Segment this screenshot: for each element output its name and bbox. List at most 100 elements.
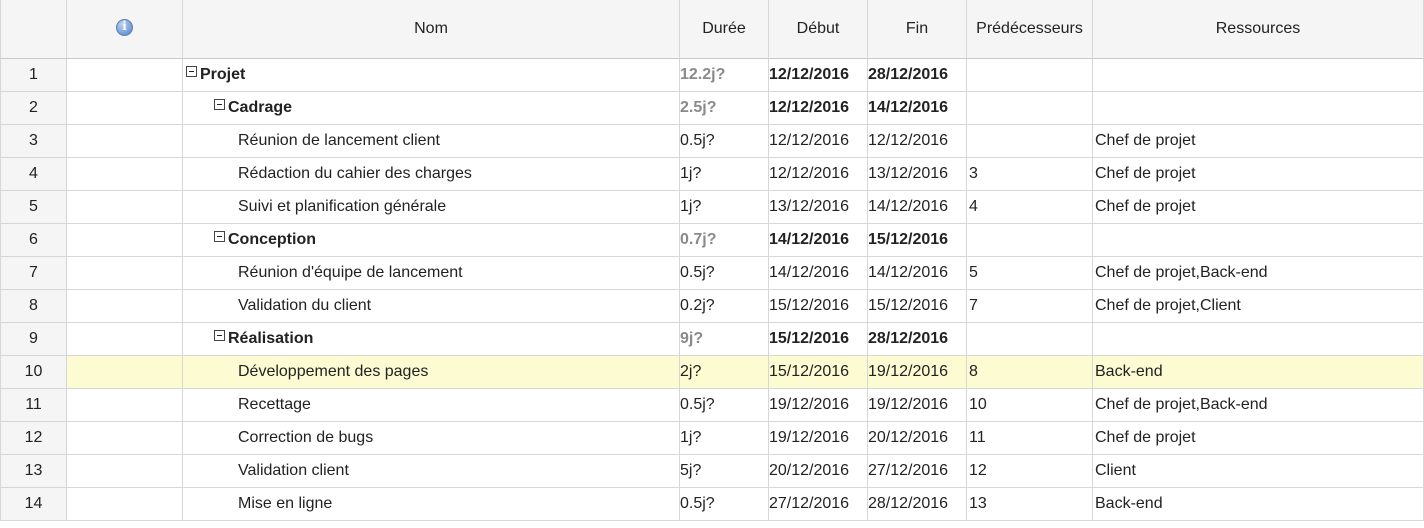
start-date-cell[interactable]: 19/12/2016 (769, 422, 868, 455)
resources-cell[interactable]: Client (1093, 455, 1424, 488)
duration-cell[interactable]: 1j? (680, 191, 769, 224)
table-row[interactable]: 3 Réunion de lancement client 0.5j? 12/12/2… (0, 125, 1424, 158)
row-number[interactable]: 9 (0, 323, 67, 356)
row-info-cell[interactable] (67, 59, 183, 92)
table-row[interactable]: 2 Cadrage 2.5j? 12/12/2016 14/12/2016 (0, 92, 1424, 125)
row-number[interactable]: 5 (0, 191, 67, 224)
resources-cell[interactable] (1093, 224, 1424, 257)
task-name-cell[interactable]: Mise en ligne (183, 488, 680, 521)
row-number[interactable]: 11 (0, 389, 67, 422)
predecessors-cell[interactable]: 3 (967, 158, 1093, 191)
collapse-toggle-icon[interactable] (214, 329, 225, 341)
end-date-cell[interactable]: 14/12/2016 (868, 92, 967, 125)
duration-cell[interactable]: 1j? (680, 158, 769, 191)
start-date-cell[interactable]: 15/12/2016 (769, 356, 868, 389)
header-row-number[interactable] (0, 0, 67, 59)
header-debut[interactable]: Début (769, 0, 868, 59)
duration-cell[interactable]: 9j? (680, 323, 769, 356)
row-info-cell[interactable] (67, 389, 183, 422)
table-row[interactable]: 8 Validation du client 0.2j? 15/12/2016 15/1… (0, 290, 1424, 323)
task-name-cell[interactable]: Rédaction du cahier des charges (183, 158, 680, 191)
row-info-cell[interactable] (67, 158, 183, 191)
resources-cell[interactable]: Back-end (1093, 488, 1424, 521)
end-date-cell[interactable]: 27/12/2016 (868, 455, 967, 488)
task-name-cell[interactable]: Recettage (183, 389, 680, 422)
end-date-cell[interactable]: 19/12/2016 (868, 356, 967, 389)
predecessors-cell[interactable]: 7 (967, 290, 1093, 323)
duration-cell[interactable]: 0.5j? (680, 389, 769, 422)
predecessors-cell[interactable] (967, 224, 1093, 257)
end-date-cell[interactable]: 14/12/2016 (868, 257, 967, 290)
row-info-cell[interactable] (67, 191, 183, 224)
start-date-cell[interactable]: 14/12/2016 (769, 257, 868, 290)
task-name-cell[interactable]: Validation client (183, 455, 680, 488)
resources-cell[interactable] (1093, 323, 1424, 356)
row-info-cell[interactable] (67, 455, 183, 488)
table-row[interactable]: 6 Conception 0.7j? 14/12/2016 15/12/2016 (0, 224, 1424, 257)
collapse-toggle-icon[interactable] (186, 65, 197, 77)
start-date-cell[interactable]: 12/12/2016 (769, 158, 868, 191)
task-name-cell[interactable]: Projet (183, 59, 680, 92)
predecessors-cell[interactable] (967, 92, 1093, 125)
end-date-cell[interactable]: 28/12/2016 (868, 323, 967, 356)
predecessors-cell[interactable] (967, 125, 1093, 158)
collapse-toggle-icon[interactable] (214, 230, 225, 242)
start-date-cell[interactable]: 13/12/2016 (769, 191, 868, 224)
duration-cell[interactable]: 0.5j? (680, 257, 769, 290)
row-info-cell[interactable] (67, 125, 183, 158)
task-name-cell[interactable]: Validation du client (183, 290, 680, 323)
duration-cell[interactable]: 2.5j? (680, 92, 769, 125)
row-number[interactable]: 1 (0, 59, 67, 92)
row-number[interactable]: 12 (0, 422, 67, 455)
start-date-cell[interactable]: 12/12/2016 (769, 125, 868, 158)
table-row[interactable]: 12 Correction de bugs 1j? 19/12/2016 20/12/2… (0, 422, 1424, 455)
task-name-cell[interactable]: Correction de bugs (183, 422, 680, 455)
duration-cell[interactable]: 12.2j? (680, 59, 769, 92)
table-row[interactable]: 7 Réunion d'équipe de lancement 0.5j? 14/12… (0, 257, 1424, 290)
table-row[interactable]: 14 Mise en ligne 0.5j? 27/12/2016 28/12/2016… (0, 488, 1424, 521)
end-date-cell[interactable]: 19/12/2016 (868, 389, 967, 422)
start-date-cell[interactable]: 15/12/2016 (769, 290, 868, 323)
predecessors-cell[interactable]: 13 (967, 488, 1093, 521)
row-number[interactable]: 14 (0, 488, 67, 521)
predecessors-cell[interactable]: 12 (967, 455, 1093, 488)
row-number[interactable]: 2 (0, 92, 67, 125)
task-name-cell[interactable]: Conception (183, 224, 680, 257)
row-info-cell[interactable] (67, 323, 183, 356)
end-date-cell[interactable]: 15/12/2016 (868, 290, 967, 323)
resources-cell[interactable]: Chef de projet (1093, 191, 1424, 224)
resources-cell[interactable]: Chef de projet,Back-end (1093, 389, 1424, 422)
resources-cell[interactable]: Chef de projet (1093, 158, 1424, 191)
table-row[interactable]: 11 Recettage 0.5j? 19/12/2016 19/12/2016 10 Ch… (0, 389, 1424, 422)
end-date-cell[interactable]: 20/12/2016 (868, 422, 967, 455)
header-duree[interactable]: Durée (680, 0, 769, 59)
header-fin[interactable]: Fin (868, 0, 967, 59)
collapse-toggle-icon[interactable] (214, 98, 225, 110)
duration-cell[interactable]: 0.2j? (680, 290, 769, 323)
duration-cell[interactable]: 1j? (680, 422, 769, 455)
table-row[interactable]: 9 Réalisation 9j? 15/12/2016 28/12/2016 (0, 323, 1424, 356)
resources-cell[interactable] (1093, 92, 1424, 125)
end-date-cell[interactable]: 12/12/2016 (868, 125, 967, 158)
end-date-cell[interactable]: 14/12/2016 (868, 191, 967, 224)
row-number[interactable]: 7 (0, 257, 67, 290)
row-info-cell[interactable] (67, 422, 183, 455)
header-info[interactable] (67, 0, 183, 59)
header-predecesseurs[interactable]: Prédécesseurs (967, 0, 1093, 59)
row-info-cell[interactable] (67, 257, 183, 290)
row-number[interactable]: 6 (0, 224, 67, 257)
task-name-cell[interactable]: Réunion d'équipe de lancement (183, 257, 680, 290)
duration-cell[interactable]: 0.5j? (680, 125, 769, 158)
resources-cell[interactable]: Chef de projet,Client (1093, 290, 1424, 323)
task-name-cell[interactable]: Cadrage (183, 92, 680, 125)
predecessors-cell[interactable]: 8 (967, 356, 1093, 389)
start-date-cell[interactable]: 14/12/2016 (769, 224, 868, 257)
table-row[interactable]: 10 Développement des pages 2j? 15/12/2016 19… (0, 356, 1424, 389)
resources-cell[interactable]: Back-end (1093, 356, 1424, 389)
row-number[interactable]: 10 (0, 356, 67, 389)
start-date-cell[interactable]: 19/12/2016 (769, 389, 868, 422)
end-date-cell[interactable]: 28/12/2016 (868, 59, 967, 92)
predecessors-cell[interactable]: 10 (967, 389, 1093, 422)
row-info-cell[interactable] (67, 224, 183, 257)
row-info-cell[interactable] (67, 290, 183, 323)
